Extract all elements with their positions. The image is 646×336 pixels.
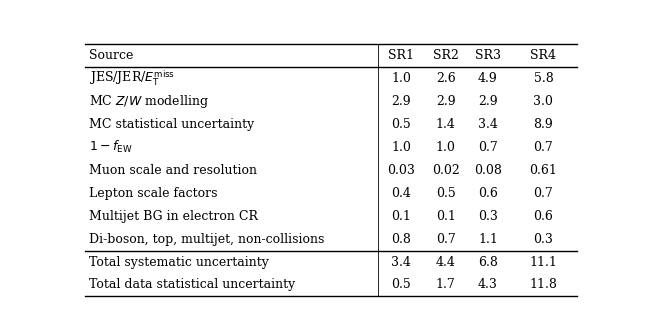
Text: 0.7: 0.7 bbox=[534, 141, 553, 154]
Text: Multijet BG in electron CR: Multijet BG in electron CR bbox=[89, 210, 258, 223]
Text: 0.7: 0.7 bbox=[534, 187, 553, 200]
Text: 1.0: 1.0 bbox=[391, 141, 412, 154]
Text: 0.8: 0.8 bbox=[391, 233, 412, 246]
Text: 0.1: 0.1 bbox=[435, 210, 455, 223]
Text: Total systematic uncertainty: Total systematic uncertainty bbox=[89, 256, 269, 268]
Text: 1.1: 1.1 bbox=[478, 233, 498, 246]
Text: Source: Source bbox=[89, 49, 133, 62]
Text: 3.4: 3.4 bbox=[391, 256, 412, 268]
Text: 2.9: 2.9 bbox=[478, 95, 498, 108]
Text: 0.6: 0.6 bbox=[534, 210, 554, 223]
Text: Lepton scale factors: Lepton scale factors bbox=[89, 187, 217, 200]
Text: Total data statistical uncertainty: Total data statistical uncertainty bbox=[89, 279, 295, 292]
Text: 2.9: 2.9 bbox=[391, 95, 411, 108]
Text: 4.3: 4.3 bbox=[478, 279, 498, 292]
Text: 2.6: 2.6 bbox=[436, 72, 455, 85]
Text: 1.0: 1.0 bbox=[391, 72, 412, 85]
Text: 1.7: 1.7 bbox=[436, 279, 455, 292]
Text: 2.9: 2.9 bbox=[436, 95, 455, 108]
Text: 0.3: 0.3 bbox=[478, 210, 498, 223]
Text: 6.8: 6.8 bbox=[478, 256, 498, 268]
Text: SR4: SR4 bbox=[530, 49, 556, 62]
Text: 1.4: 1.4 bbox=[435, 118, 455, 131]
Text: 0.03: 0.03 bbox=[388, 164, 415, 177]
Text: 0.08: 0.08 bbox=[474, 164, 502, 177]
Text: SR1: SR1 bbox=[388, 49, 414, 62]
Text: 0.3: 0.3 bbox=[534, 233, 554, 246]
Text: 0.5: 0.5 bbox=[391, 118, 411, 131]
Text: $1 - f_{\mathrm{EW}}$: $1 - f_{\mathrm{EW}}$ bbox=[89, 139, 132, 156]
Text: 0.6: 0.6 bbox=[478, 187, 498, 200]
Text: JES/JER/$E_{\mathrm{T}}^{\mathrm{miss}}$: JES/JER/$E_{\mathrm{T}}^{\mathrm{miss}}$ bbox=[89, 69, 175, 88]
Text: Muon scale and resolution: Muon scale and resolution bbox=[89, 164, 256, 177]
Text: 0.7: 0.7 bbox=[436, 233, 455, 246]
Text: 11.1: 11.1 bbox=[530, 256, 557, 268]
Text: 8.9: 8.9 bbox=[534, 118, 553, 131]
Text: 0.1: 0.1 bbox=[391, 210, 412, 223]
Text: SR2: SR2 bbox=[433, 49, 459, 62]
Text: 0.4: 0.4 bbox=[391, 187, 412, 200]
Text: 0.61: 0.61 bbox=[530, 164, 557, 177]
Text: Di-boson, top, multijet, non-collisions: Di-boson, top, multijet, non-collisions bbox=[89, 233, 324, 246]
Text: 5.8: 5.8 bbox=[534, 72, 553, 85]
Text: 3.4: 3.4 bbox=[478, 118, 498, 131]
Text: 4.9: 4.9 bbox=[478, 72, 498, 85]
Text: 0.5: 0.5 bbox=[436, 187, 455, 200]
Text: 1.0: 1.0 bbox=[435, 141, 455, 154]
Text: 4.4: 4.4 bbox=[435, 256, 455, 268]
Text: 0.02: 0.02 bbox=[432, 164, 459, 177]
Text: 3.0: 3.0 bbox=[534, 95, 554, 108]
Text: 0.7: 0.7 bbox=[478, 141, 498, 154]
Text: MC statistical uncertainty: MC statistical uncertainty bbox=[89, 118, 254, 131]
Text: MC $Z/W$ modelling: MC $Z/W$ modelling bbox=[89, 93, 209, 110]
Text: 11.8: 11.8 bbox=[530, 279, 557, 292]
Text: SR3: SR3 bbox=[475, 49, 501, 62]
Text: 0.5: 0.5 bbox=[391, 279, 411, 292]
